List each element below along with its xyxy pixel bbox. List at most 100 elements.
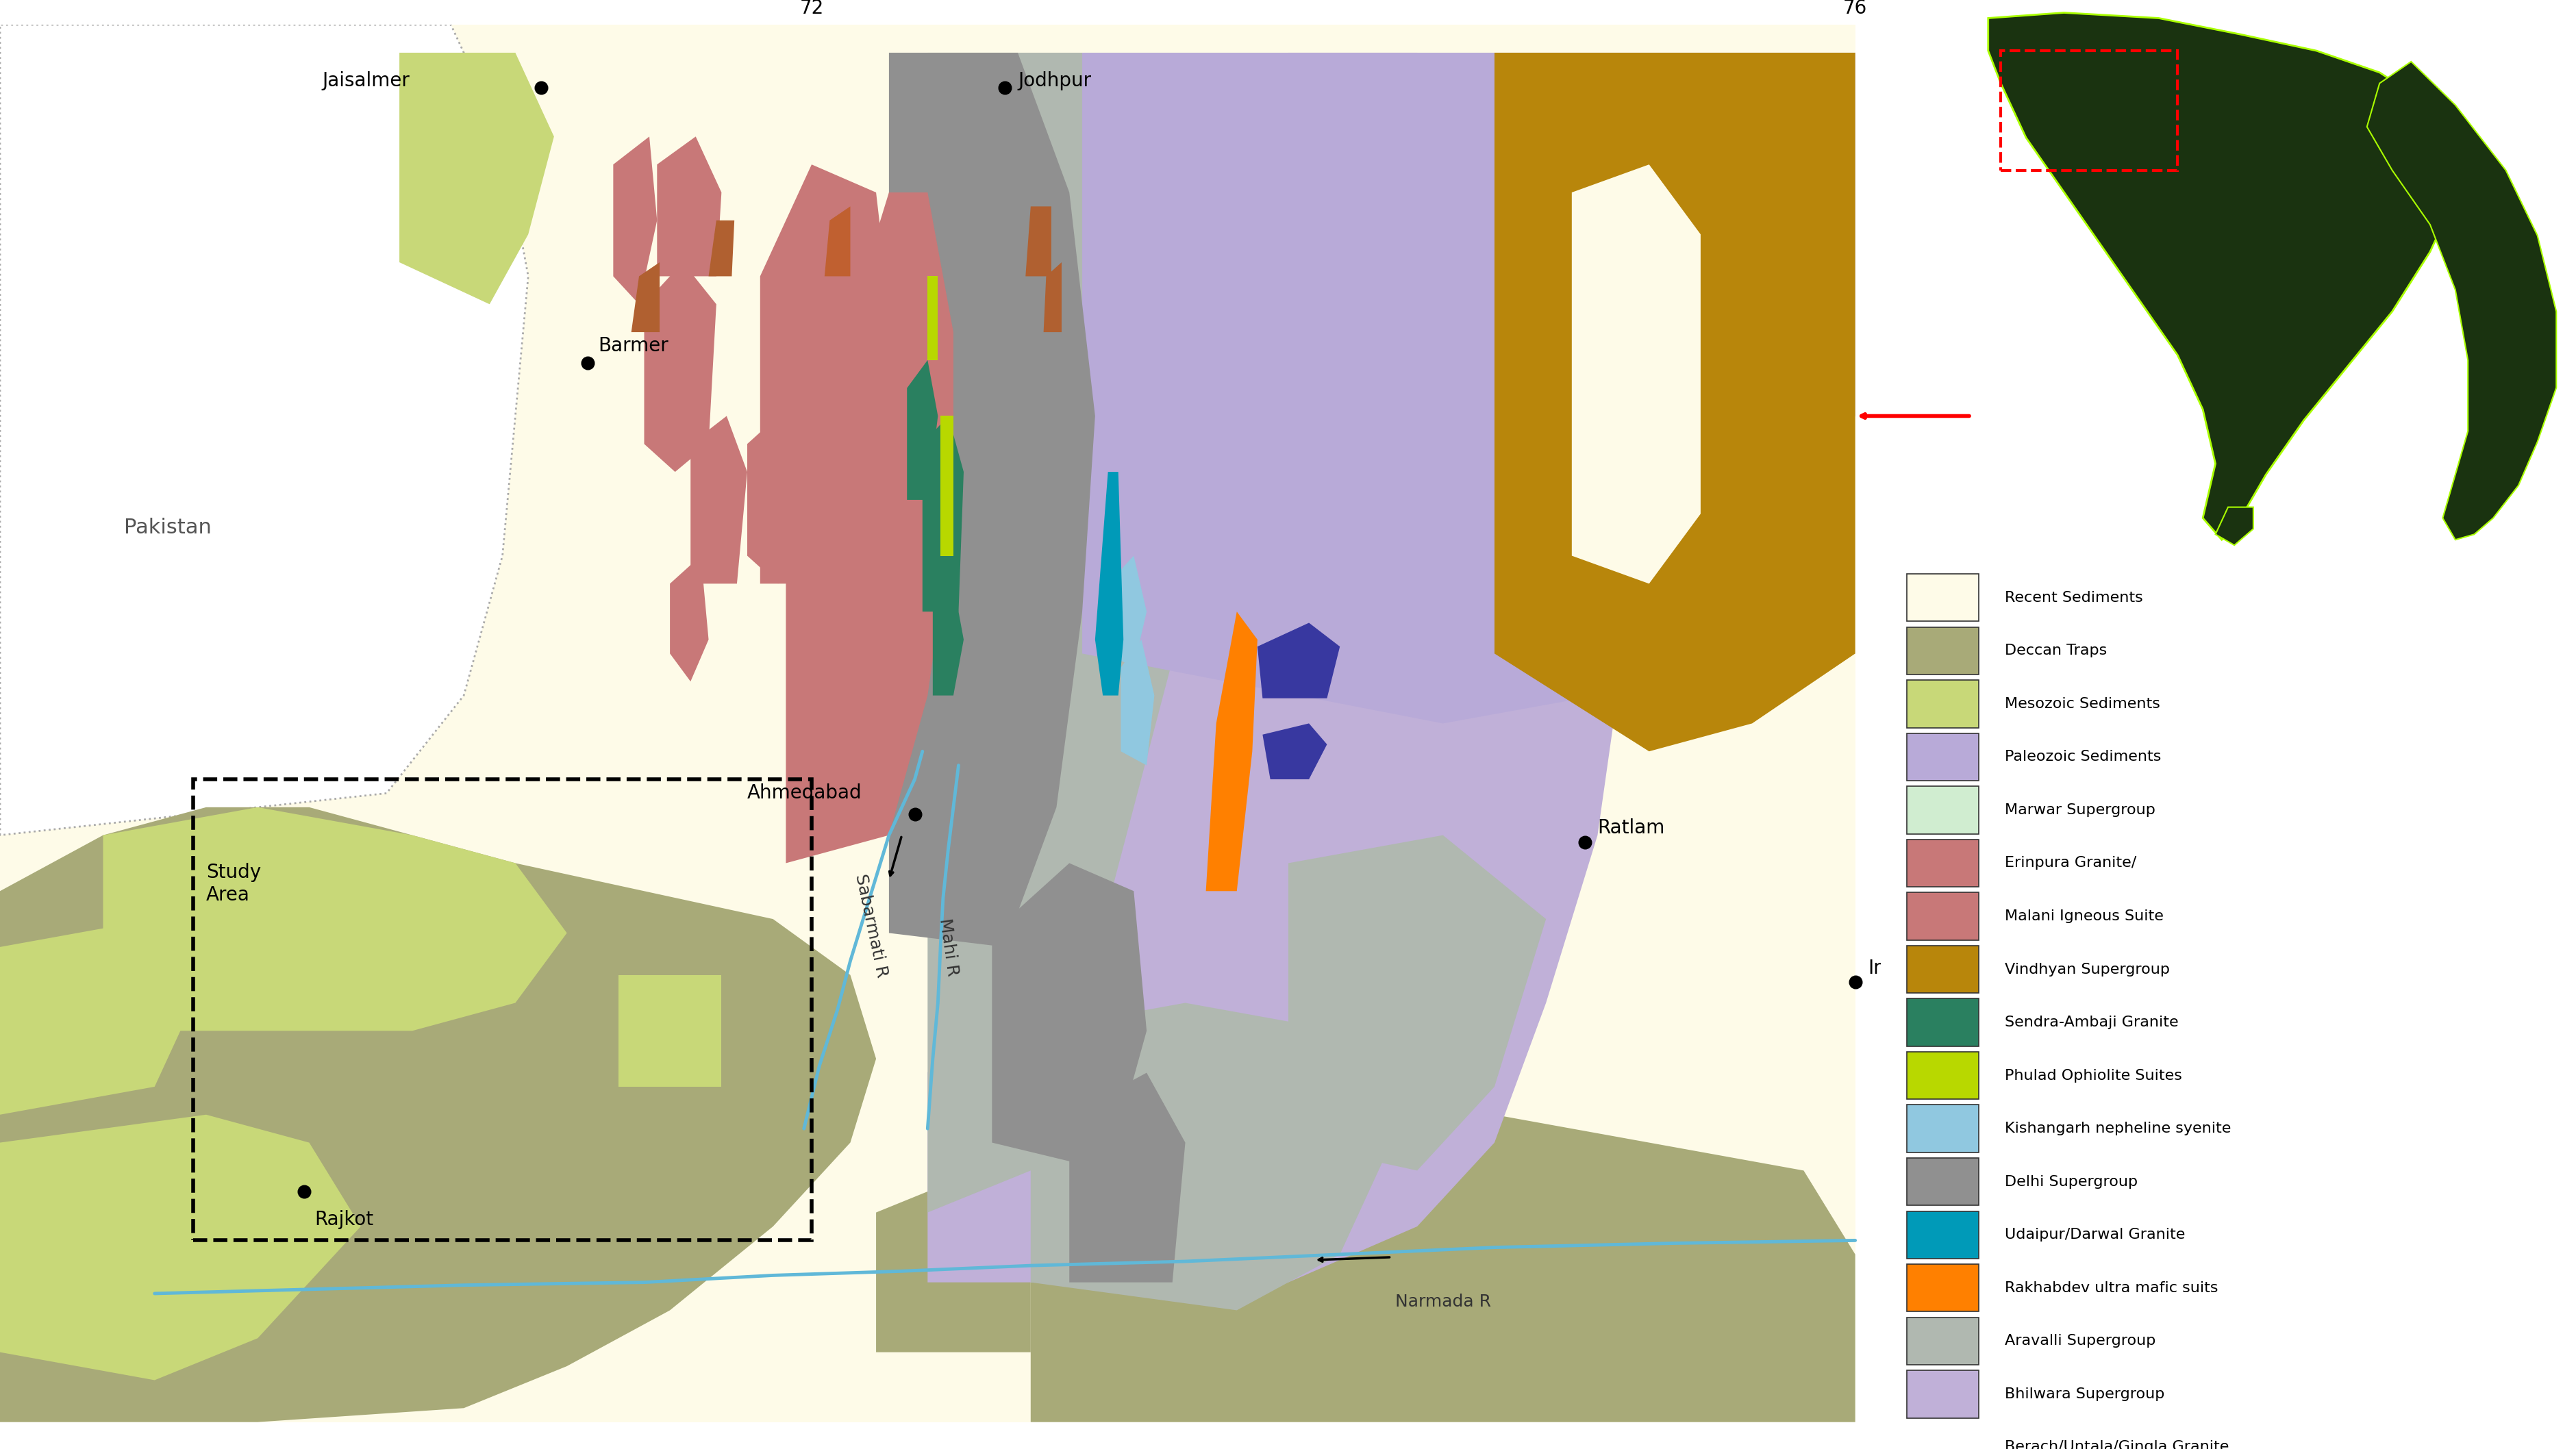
Text: 72: 72 [799, 0, 824, 17]
Polygon shape [907, 361, 938, 500]
Text: Sabarmati R: Sabarmati R [853, 872, 889, 980]
Polygon shape [940, 416, 953, 556]
Polygon shape [1082, 52, 1855, 723]
Polygon shape [876, 1171, 1030, 1352]
Polygon shape [0, 807, 876, 1421]
Polygon shape [657, 136, 721, 277]
Text: Barmer: Barmer [598, 336, 667, 355]
Point [520, 75, 562, 99]
Polygon shape [690, 416, 747, 584]
Text: Study
Area: Study Area [206, 864, 260, 904]
Polygon shape [1030, 1003, 1391, 1310]
Text: Jodhpur: Jodhpur [1018, 71, 1090, 90]
Text: Narmada R: Narmada R [1394, 1294, 1492, 1310]
Point [1564, 830, 1605, 853]
Polygon shape [1025, 206, 1051, 277]
Bar [1906, 1371, 1978, 1419]
Point [1834, 971, 1875, 994]
Text: Erinpura Granite/: Erinpura Granite/ [2004, 856, 2136, 869]
Polygon shape [708, 220, 734, 277]
Polygon shape [1288, 1030, 1494, 1198]
Polygon shape [1257, 623, 1340, 698]
Text: Mahi R: Mahi R [935, 917, 961, 977]
Bar [1906, 946, 1978, 993]
Polygon shape [103, 807, 567, 1030]
Text: Ahmedabad: Ahmedabad [747, 784, 863, 803]
Bar [1906, 1423, 1978, 1449]
Bar [1906, 627, 1978, 674]
Bar [1906, 1317, 1978, 1365]
Text: Deccan Traps: Deccan Traps [2004, 643, 2107, 658]
Text: Udaipur/Darwal Granite: Udaipur/Darwal Granite [2004, 1227, 2184, 1242]
Text: Pakistan: Pakistan [124, 517, 211, 538]
Polygon shape [1571, 165, 1700, 584]
Text: Delhi Supergroup: Delhi Supergroup [2004, 1175, 2138, 1188]
Bar [1906, 574, 1978, 622]
Text: Mesozoic Sediments: Mesozoic Sediments [2004, 697, 2159, 710]
Polygon shape [1494, 52, 1855, 752]
Bar [1906, 839, 1978, 887]
Text: Sendra-Ambaji Granite: Sendra-Ambaji Granite [2004, 1016, 2177, 1029]
Text: Jaisalmer: Jaisalmer [322, 71, 410, 90]
Bar [1906, 1264, 1978, 1311]
Text: Rakhabdev ultra mafic suits: Rakhabdev ultra mafic suits [2004, 1281, 2218, 1295]
Point [984, 75, 1025, 99]
Bar [193, 780, 811, 1240]
Point [894, 803, 935, 826]
Polygon shape [1069, 1072, 1185, 1282]
Bar [1906, 1106, 1978, 1152]
Bar [1906, 1052, 1978, 1100]
Polygon shape [631, 262, 659, 332]
Polygon shape [0, 919, 206, 1114]
Polygon shape [927, 52, 1185, 1213]
Polygon shape [0, 25, 528, 835]
Bar [1906, 998, 1978, 1046]
Text: Kishangarh nepheline syenite: Kishangarh nepheline syenite [2004, 1122, 2231, 1136]
Polygon shape [644, 262, 716, 472]
Text: 76: 76 [1842, 0, 1868, 17]
Polygon shape [824, 206, 850, 277]
Polygon shape [933, 584, 963, 696]
Point [567, 351, 608, 374]
Text: Paleozoic Sediments: Paleozoic Sediments [2004, 751, 2161, 764]
Polygon shape [1030, 1114, 1855, 1421]
Polygon shape [992, 864, 1146, 1171]
Polygon shape [1989, 13, 2455, 540]
Polygon shape [760, 165, 889, 584]
Text: Indore: Indore [1868, 958, 1927, 978]
Polygon shape [613, 136, 657, 304]
Text: Recent Sediments: Recent Sediments [2004, 591, 2143, 604]
Polygon shape [786, 193, 953, 864]
Bar [1906, 893, 1978, 940]
Bar [1906, 787, 1978, 833]
Polygon shape [889, 52, 1095, 948]
Text: Aravalli Supergroup: Aravalli Supergroup [2004, 1335, 2156, 1348]
Polygon shape [0, 1114, 361, 1379]
Bar [1906, 733, 1978, 781]
Polygon shape [1206, 611, 1257, 891]
Polygon shape [922, 416, 963, 611]
Polygon shape [1043, 262, 1061, 332]
Bar [1906, 1158, 1978, 1206]
Text: Malani Igneous Suite: Malani Igneous Suite [2004, 910, 2164, 923]
Text: Rajkot: Rajkot [314, 1210, 374, 1229]
Polygon shape [2367, 61, 2555, 540]
Text: Berach/Untala/Gingla Granite: Berach/Untala/Gingla Granite [2004, 1440, 2228, 1449]
Polygon shape [747, 416, 793, 584]
Polygon shape [618, 975, 721, 1087]
Polygon shape [1288, 835, 1546, 1171]
Polygon shape [1262, 723, 1327, 780]
Text: Vindhyan Supergroup: Vindhyan Supergroup [2004, 962, 2169, 977]
Point [283, 1179, 325, 1203]
Polygon shape [927, 277, 938, 361]
Bar [1906, 680, 1978, 727]
Polygon shape [1121, 639, 1154, 765]
Text: Bhilwara Supergroup: Bhilwara Supergroup [2004, 1387, 2164, 1401]
Polygon shape [399, 52, 554, 304]
Polygon shape [1095, 472, 1123, 696]
Bar [1880, 542, 2576, 1449]
Bar [1906, 1211, 1978, 1259]
Polygon shape [670, 556, 708, 681]
Polygon shape [927, 52, 1623, 1282]
Polygon shape [2215, 507, 2251, 545]
